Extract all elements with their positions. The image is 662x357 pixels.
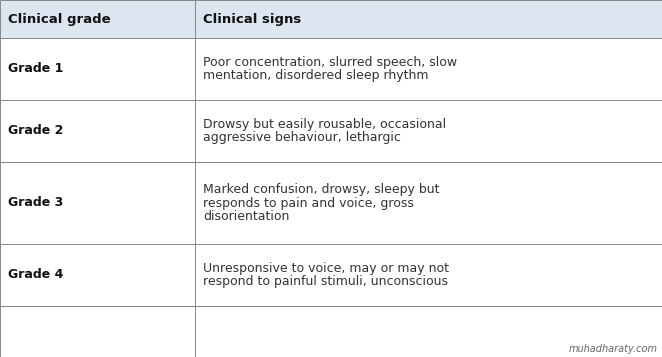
Text: Grade 2: Grade 2 — [8, 125, 64, 137]
Text: Clinical grade: Clinical grade — [8, 12, 111, 25]
Text: responds to pain and voice, gross: responds to pain and voice, gross — [203, 196, 414, 210]
Text: Poor concentration, slurred speech, slow: Poor concentration, slurred speech, slow — [203, 56, 457, 69]
Text: Grade 1: Grade 1 — [8, 62, 64, 75]
Text: Unresponsive to voice, may or may not: Unresponsive to voice, may or may not — [203, 262, 449, 275]
Bar — [0, 100, 662, 162]
Text: Grade 4: Grade 4 — [8, 268, 64, 282]
Text: muhadharaty.com: muhadharaty.com — [569, 344, 658, 354]
Bar — [0, 38, 662, 100]
Bar — [0, 0, 662, 38]
Bar — [0, 244, 662, 306]
Text: Marked confusion, drowsy, sleepy but: Marked confusion, drowsy, sleepy but — [203, 183, 440, 196]
Text: Drowsy but easily rousable, occasional: Drowsy but easily rousable, occasional — [203, 118, 446, 131]
Text: aggressive behaviour, lethargic: aggressive behaviour, lethargic — [203, 131, 401, 144]
Bar — [0, 162, 662, 244]
Text: mentation, disordered sleep rhythm: mentation, disordered sleep rhythm — [203, 69, 429, 82]
Text: disorientation: disorientation — [203, 210, 290, 222]
Text: Clinical signs: Clinical signs — [203, 12, 301, 25]
Text: Grade 3: Grade 3 — [8, 196, 64, 210]
Text: respond to painful stimuli, unconscious: respond to painful stimuli, unconscious — [203, 275, 448, 288]
